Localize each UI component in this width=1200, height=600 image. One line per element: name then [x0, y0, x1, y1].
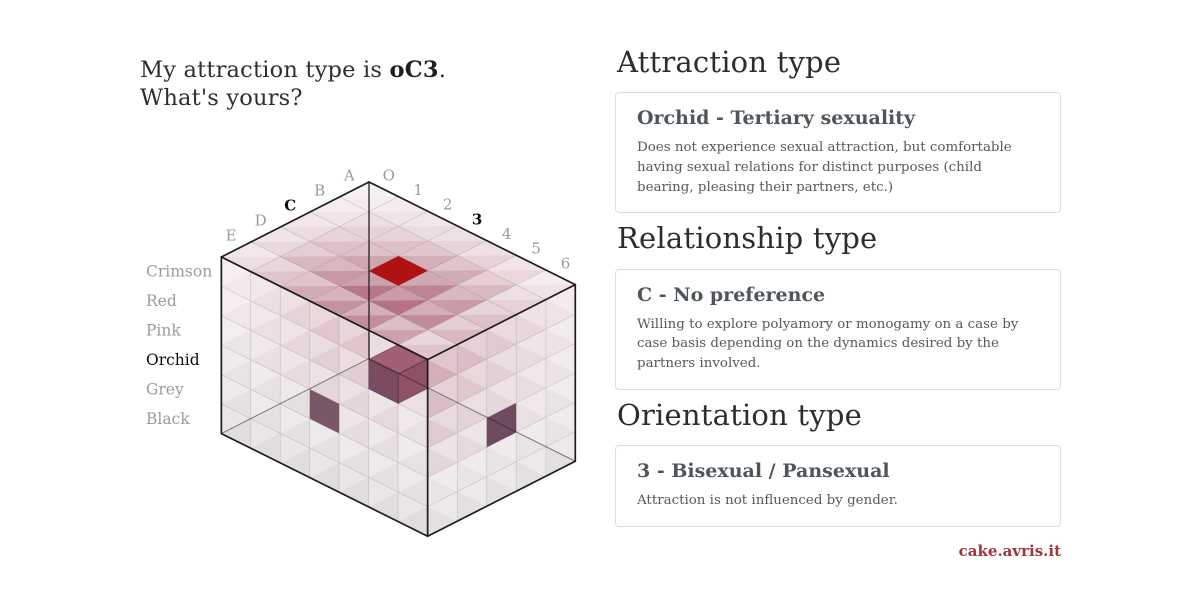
card-attraction-type: Orchid - Tertiary sexuality Does not exp…: [615, 92, 1061, 214]
letter-label-D[interactable]: D: [255, 212, 267, 230]
layer-label-red[interactable]: Red: [146, 292, 177, 310]
layer-label-black[interactable]: Black: [146, 410, 190, 428]
card-relationship-type: C - No preference Willing to explore pol…: [615, 268, 1061, 390]
card-attraction-title: Orchid - Tertiary sexuality: [637, 107, 916, 130]
number-label-2[interactable]: 2: [443, 196, 453, 214]
title-suffix: .: [438, 57, 447, 83]
number-label-O[interactable]: O: [383, 166, 395, 184]
letter-label-A[interactable]: A: [343, 167, 355, 185]
cube-edges: [220, 181, 577, 538]
layer-label-grey[interactable]: Grey: [146, 380, 184, 398]
card-attraction-description: Does not experience sexual attraction, b…: [637, 140, 1012, 195]
card-relationship-title: C - No preference: [637, 283, 826, 306]
wall-shadow-right: [486, 403, 517, 448]
number-label-3[interactable]: 3: [472, 210, 482, 228]
section-heading-orientation: Orientation type: [617, 397, 862, 432]
selected-cell-cube: [368, 343, 429, 404]
attraction-type-code: oC3: [389, 57, 439, 83]
card-orientation-title: 3 - Bisexual / Pansexual: [637, 460, 890, 483]
layer-label-pink[interactable]: Pink: [146, 322, 181, 340]
footer: cake.avris.it: [615, 541, 1061, 560]
site-link[interactable]: cake.avris.it: [958, 541, 1061, 560]
card-orientation-description: Attraction is not influenced by gender.: [637, 492, 898, 508]
number-axis-labels: O1 2 3 4 5 6: [383, 166, 571, 272]
wall-shadow-left: [309, 389, 340, 434]
number-label-4[interactable]: 4: [502, 225, 512, 243]
section-heading-attraction: Attraction type: [617, 45, 842, 79]
card-relationship-description: Willing to explore polyamory or monogamy…: [637, 316, 1019, 371]
selected-cell-projections: [309, 256, 517, 448]
title-line2: What's yours?: [140, 85, 303, 112]
number-label-6[interactable]: 6: [561, 254, 571, 272]
letter-label-E[interactable]: E: [226, 227, 237, 245]
layer-label-orchid[interactable]: Orchid: [146, 351, 200, 369]
card-orientation-type: 3 - Bisexual / Pansexual Attraction is n…: [615, 445, 1061, 527]
letter-label-B[interactable]: B: [314, 182, 325, 200]
selected-cell-projection-top: [368, 256, 428, 286]
number-label-5[interactable]: 5: [531, 240, 541, 258]
type-details-panel: Attraction type Orchid - Tertiary sexual…: [615, 46, 1061, 560]
layer-axis-labels: Crimson Red Pink Orchid Grey Black: [146, 263, 212, 428]
number-label-1[interactable]: 1: [413, 181, 423, 199]
page-title: My attraction type is oC3. What's yours?: [140, 56, 570, 113]
title-prefix: My attraction type is: [140, 57, 390, 83]
layer-label-crimson[interactable]: Crimson: [146, 263, 212, 281]
letter-label-C[interactable]: C: [284, 197, 296, 215]
section-heading-relationship: Relationship type: [617, 221, 878, 256]
